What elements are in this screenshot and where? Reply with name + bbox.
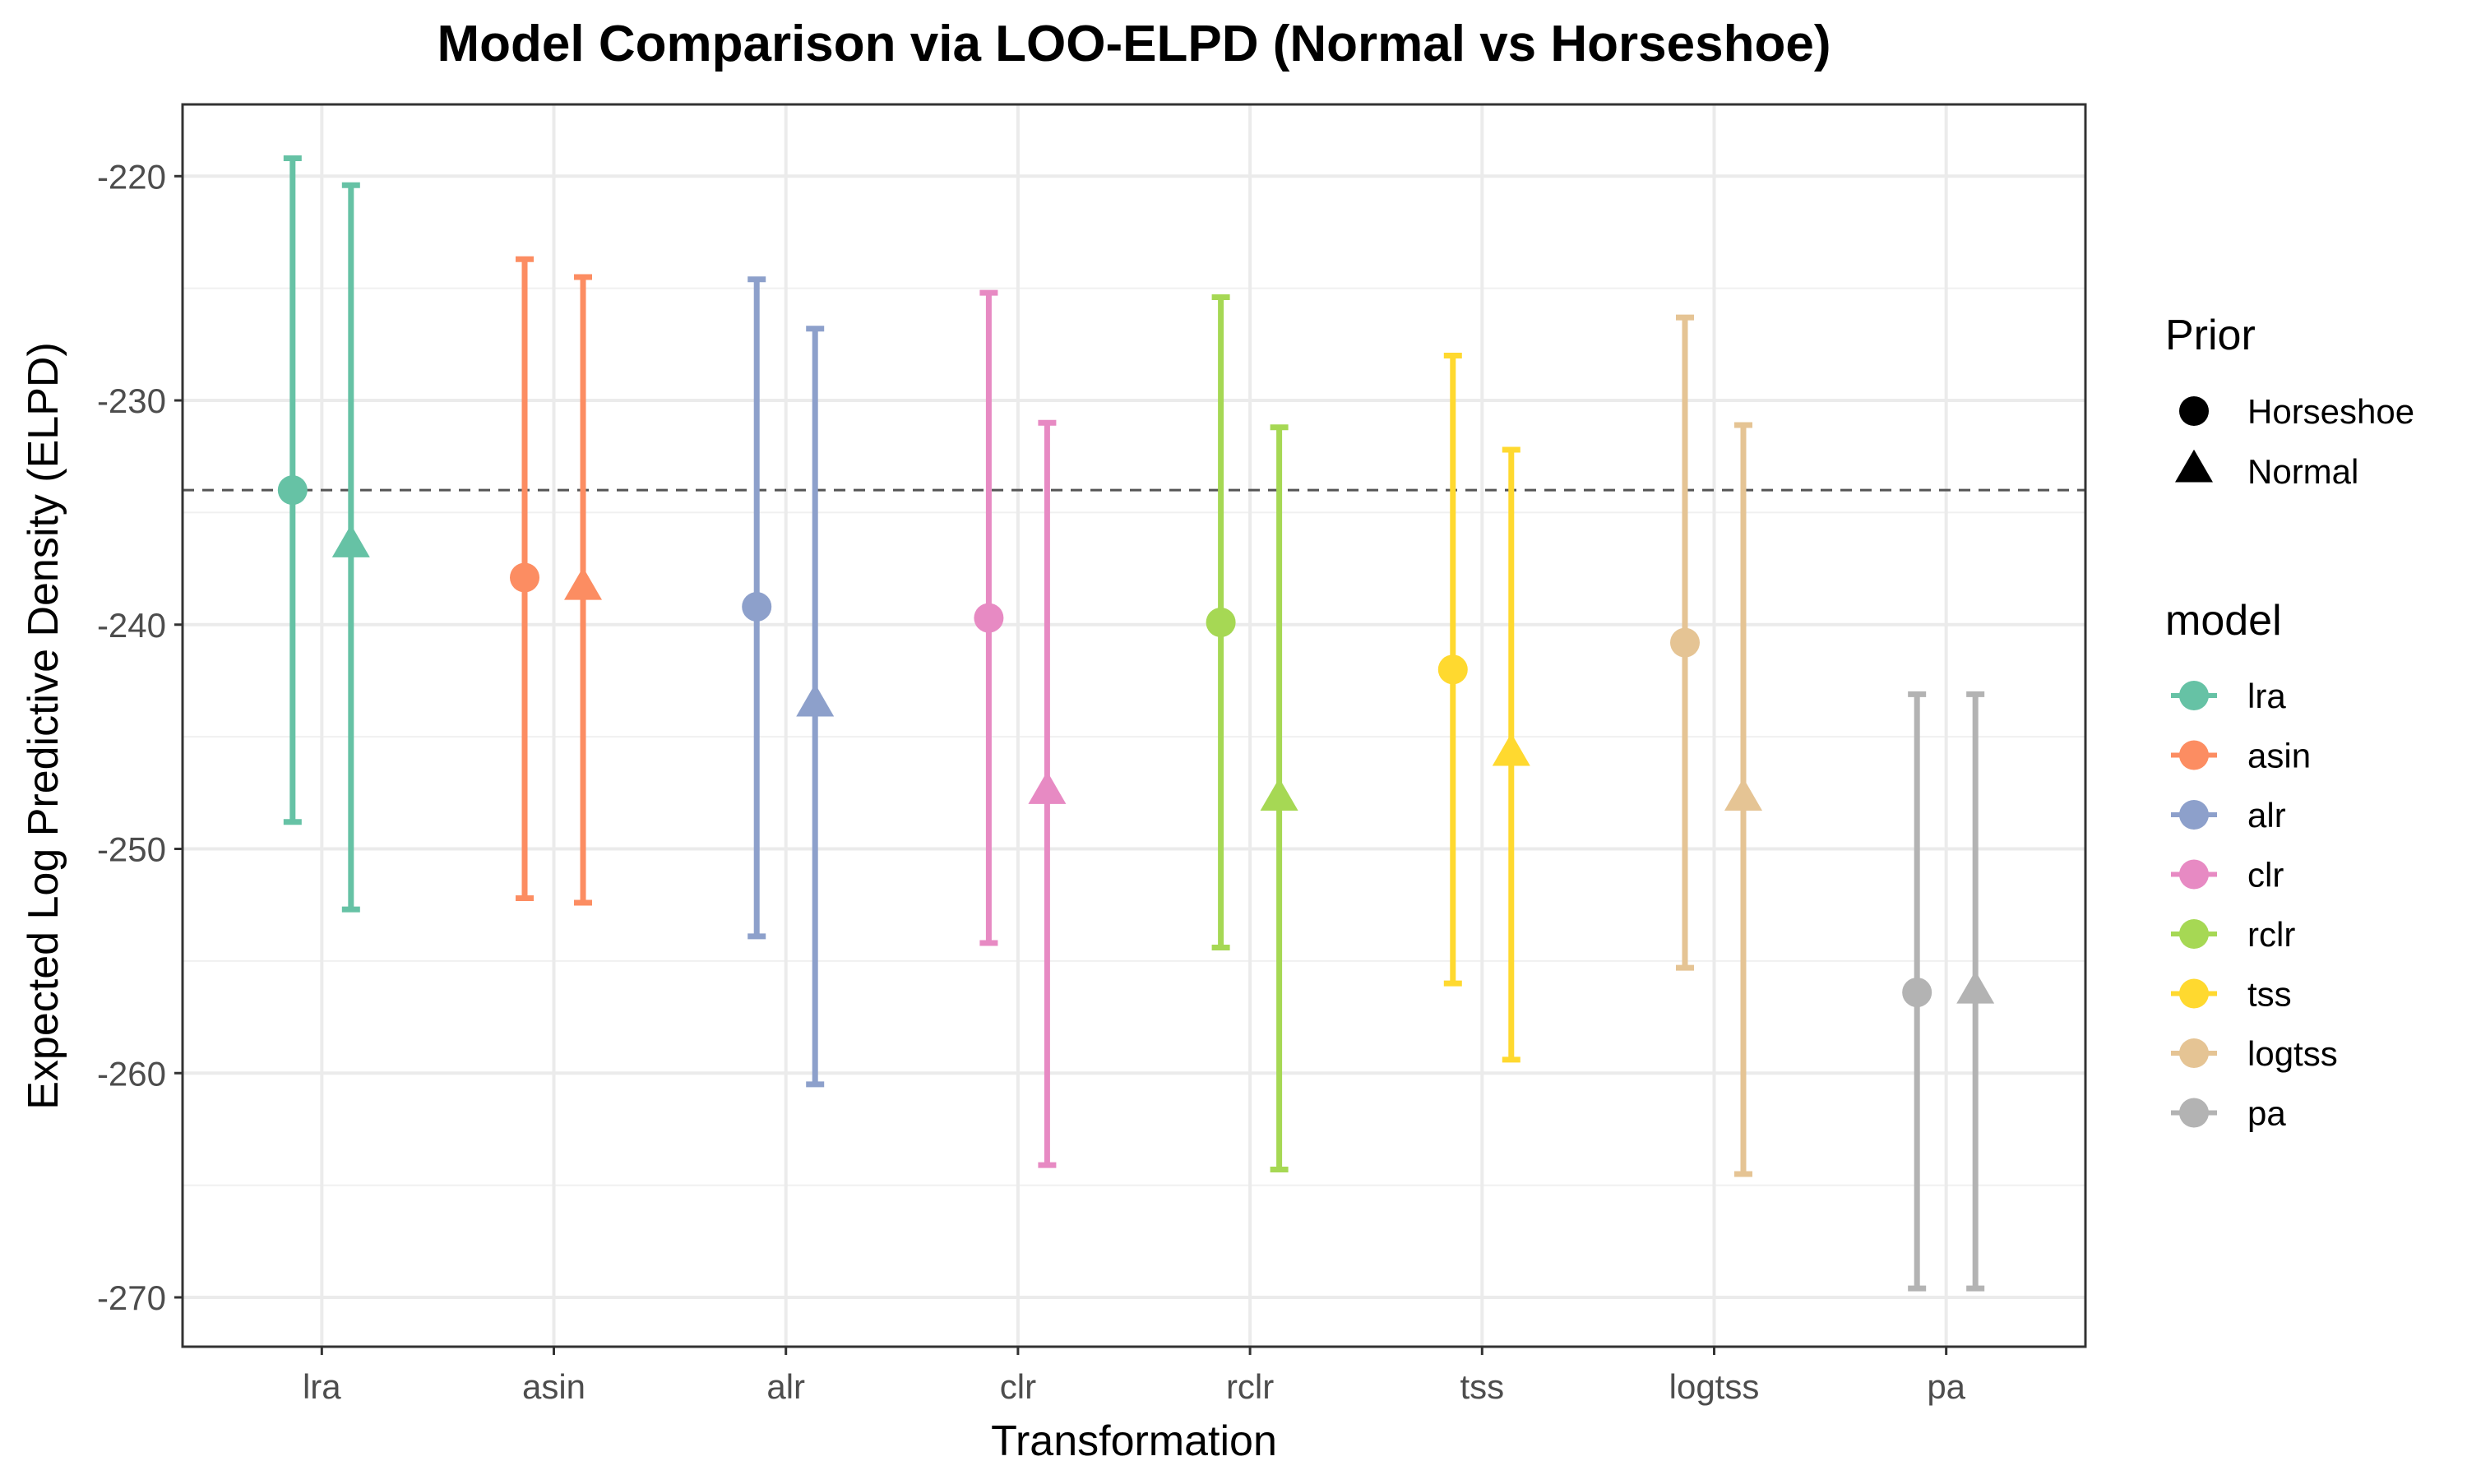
data-point-horseshoe — [277, 475, 308, 506]
data-point-horseshoe — [1902, 978, 1932, 1008]
data-point-normal — [1724, 778, 1762, 811]
legend-model-label: rclr — [2247, 915, 2295, 954]
legend-model-label: tss — [2247, 975, 2292, 1014]
x-axis-title: Transformation — [991, 1417, 1277, 1465]
legend-model-label: alr — [2247, 796, 2286, 834]
data-point-normal — [1028, 771, 1067, 804]
data-point-normal — [331, 525, 370, 557]
y-tick-label: -220 — [97, 157, 166, 196]
legend-model-label: logtss — [2247, 1034, 2338, 1073]
data-point-horseshoe — [1669, 627, 1700, 658]
y-tick-label: -270 — [97, 1278, 166, 1317]
x-tick-label: alr — [766, 1367, 805, 1406]
data-point-normal — [1956, 970, 1995, 1004]
x-tick-label: asin — [522, 1367, 586, 1406]
legend-key-point — [2179, 859, 2209, 890]
plot-panel: -270 -260 -250 -240 -230 -220 lra asin alr clr rcl… — [97, 103, 2087, 1406]
y-tick-label: -240 — [97, 606, 166, 645]
x-tick-label: rclr — [1226, 1367, 1274, 1406]
legend: Prior Horseshoe Normal model lra asin alr clr rc… — [2165, 312, 2414, 1133]
chart-title: Model Comparison via LOO-ELPD (Normal vs… — [437, 16, 1831, 72]
legend-key-point — [2179, 1038, 2209, 1068]
panel-border — [181, 103, 2087, 1348]
x-tick-label: lra — [303, 1367, 341, 1406]
legend-key-circle — [2179, 396, 2209, 426]
legend-prior-label: Normal — [2247, 452, 2358, 491]
legend-key-point — [2179, 978, 2209, 1009]
legend-model-label: pa — [2247, 1094, 2286, 1133]
data-point-horseshoe — [1206, 608, 1236, 638]
x-tick-label: clr — [1000, 1367, 1036, 1406]
x-tick-label: pa — [1927, 1367, 1965, 1406]
y-tick-label: -250 — [97, 830, 166, 869]
legend-model-title: model — [2165, 597, 2282, 645]
legend-prior-title: Prior — [2165, 312, 2256, 359]
y-tick-label: -260 — [97, 1054, 166, 1093]
legend-model-label: lra — [2247, 677, 2286, 715]
data-point-normal — [1260, 778, 1298, 811]
plot-marks — [277, 155, 1995, 1292]
legend-model-label: asin — [2247, 737, 2311, 775]
data-point-normal — [564, 566, 603, 600]
y-tick-label: -230 — [97, 381, 166, 420]
legend-model-label: clr — [2247, 856, 2284, 895]
legend-key-point — [2179, 681, 2209, 710]
data-point-normal — [1492, 733, 1530, 766]
legend-key-point — [2179, 740, 2209, 770]
data-point-normal — [796, 683, 835, 717]
legend-key-point — [2179, 1098, 2209, 1128]
legend-key-point — [2179, 800, 2209, 830]
y-axis-title: Expected Log Predictive Density (ELPD) — [20, 342, 67, 1110]
data-point-horseshoe — [1437, 654, 1468, 685]
data-point-horseshoe — [974, 603, 1004, 633]
panel-background — [183, 104, 2085, 1347]
legend-prior-label: Horseshoe — [2247, 392, 2414, 431]
data-point-horseshoe — [510, 562, 540, 593]
x-tick-label: tss — [1460, 1367, 1504, 1406]
x-tick-label: logtss — [1669, 1367, 1760, 1406]
legend-key-point — [2179, 919, 2209, 949]
data-point-horseshoe — [742, 591, 772, 622]
legend-key-triangle — [2175, 449, 2213, 483]
